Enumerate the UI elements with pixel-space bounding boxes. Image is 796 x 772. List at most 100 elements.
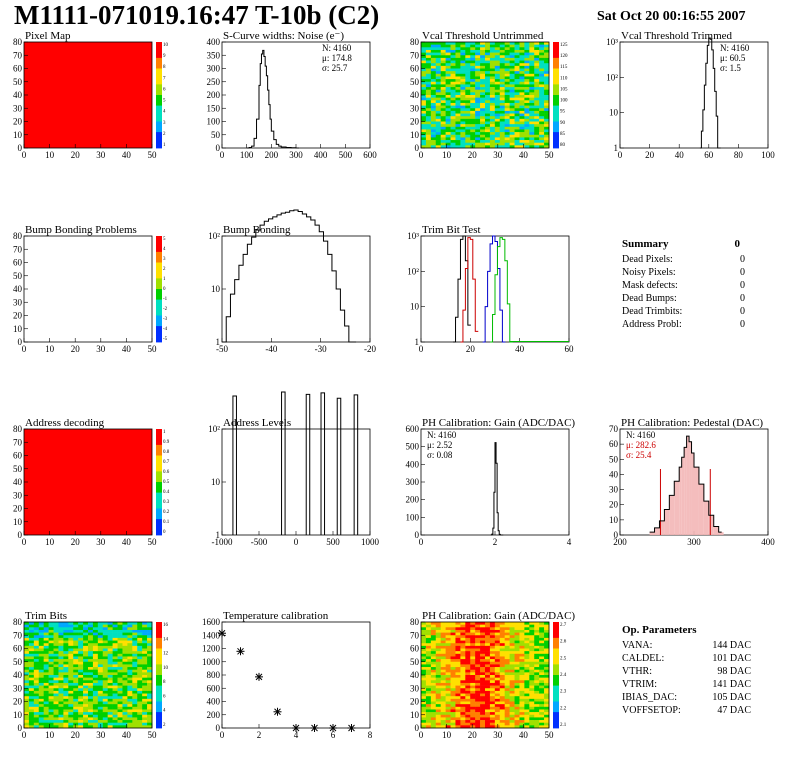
heatmap-cell — [499, 44, 505, 48]
heatmap-cell — [142, 720, 148, 723]
heatmap-cell — [455, 68, 461, 72]
heatmap-cell — [534, 701, 540, 705]
heatmap-cell — [504, 624, 510, 628]
heatmap-cell — [524, 100, 530, 104]
heatmap-cell — [78, 696, 84, 700]
heatmap-cell — [78, 680, 84, 684]
heatmap-cell — [480, 627, 486, 631]
y-tick-label: 10 — [410, 302, 420, 312]
heatmap-cell — [68, 712, 74, 716]
heatmap-cell — [544, 49, 550, 53]
heatmap-cell — [92, 722, 99, 726]
heatmap-cell — [68, 688, 74, 692]
heatmap-cell — [534, 637, 540, 641]
heatmap-cell — [480, 696, 486, 700]
heatmap-cell — [440, 629, 446, 633]
heatmap-cell — [465, 102, 471, 106]
heatmap-cell — [534, 698, 540, 702]
heatmap-cell — [504, 113, 510, 117]
heatmap-cell — [519, 132, 525, 136]
heatmap-cell — [73, 672, 79, 676]
heatmap-cell — [137, 635, 143, 639]
heatmap-cell — [509, 627, 515, 631]
panel-title: Temperature calibration — [223, 610, 329, 622]
heatmap-cell — [485, 92, 491, 96]
heatmap-cell — [117, 709, 123, 713]
heatmap-cell — [470, 44, 476, 48]
heatmap-cell — [440, 690, 446, 694]
heatmap-cell — [425, 142, 432, 146]
heatmap-cell — [132, 714, 138, 718]
heatmap-cell — [63, 682, 69, 686]
heatmap-cell — [499, 653, 505, 657]
heatmap-cell — [499, 669, 505, 673]
heatmap-cell — [425, 645, 432, 649]
heatmap-cell — [460, 622, 466, 625]
heatmap-cell — [485, 712, 491, 716]
heatmap-cell — [465, 118, 471, 122]
heatmap-cell — [107, 629, 113, 633]
heatmap-cell — [529, 669, 535, 673]
heatmap-cell — [58, 677, 64, 681]
heatmap-cell — [450, 696, 456, 700]
heatmap-cell — [460, 706, 466, 710]
heatmap-cell — [97, 685, 104, 689]
y-tick-label: 70 — [13, 630, 23, 640]
heatmap-cell — [465, 698, 471, 702]
heatmap-cell — [33, 635, 40, 639]
heatmap-cell — [73, 675, 79, 678]
heatmap-cell — [107, 661, 113, 665]
heatmap-cell — [142, 698, 148, 702]
heatmap-cell — [499, 685, 505, 689]
heatmap-cell — [475, 664, 481, 668]
x-tick-label: 0 — [22, 150, 27, 160]
heatmap-cell — [524, 696, 530, 700]
colorbar-segment — [156, 701, 162, 708]
heatmap-cell — [107, 725, 113, 729]
heatmap-cell — [97, 651, 104, 655]
heatmap-cell — [489, 92, 496, 96]
heatmap-cell — [529, 124, 535, 128]
heatmap-cell — [73, 648, 79, 652]
heatmap-cell — [534, 656, 540, 660]
heatmap-cell — [475, 688, 481, 692]
summary-label: Dead Bumps: — [622, 293, 677, 304]
heatmap-cell — [504, 693, 510, 697]
heatmap-cell — [475, 105, 481, 109]
heatmap-cell — [63, 661, 69, 665]
heatmap-cell — [435, 129, 441, 133]
heatmap-cell — [465, 89, 471, 93]
heatmap-cell — [68, 685, 74, 689]
heatmap-cell — [48, 643, 54, 647]
heatmap-cell — [48, 685, 54, 689]
heatmap-cell — [132, 680, 138, 684]
heatmap-cell — [435, 124, 441, 128]
heatmap-cell — [122, 667, 128, 670]
y-tick-label: 300 — [207, 64, 221, 74]
heatmap-cell — [494, 47, 501, 51]
heatmap-cell — [460, 52, 466, 56]
heatmap-cell — [485, 140, 491, 143]
heatmap-cell — [445, 81, 451, 85]
heatmap-cell — [465, 677, 471, 681]
heatmap-cell — [489, 118, 496, 122]
heatmap-cell — [425, 100, 432, 104]
y-tick-label: 10 — [410, 130, 420, 140]
y-tick-label: 20 — [410, 697, 420, 707]
heatmap-cell — [127, 656, 133, 660]
heatmap-cell — [142, 661, 148, 665]
heatmap-cell — [445, 656, 451, 660]
heatmap-cell — [450, 712, 456, 716]
heatmap-cell — [509, 44, 515, 48]
x-tick-label: 30 — [96, 730, 106, 740]
heatmap-cell — [53, 656, 59, 660]
heatmap-cell — [485, 108, 491, 112]
heatmap-cell — [421, 717, 427, 721]
heatmap-cell — [514, 118, 520, 122]
heatmap-cell — [421, 134, 427, 138]
panel-scurve-noise: S-Curve widths: Noise (e⁻)0 100 200 300 400 5… — [207, 30, 378, 160]
heatmap-cell — [480, 661, 486, 665]
heatmap-cell — [73, 690, 79, 694]
heatmap-cell — [33, 653, 40, 657]
heatmap-cell — [504, 126, 510, 130]
